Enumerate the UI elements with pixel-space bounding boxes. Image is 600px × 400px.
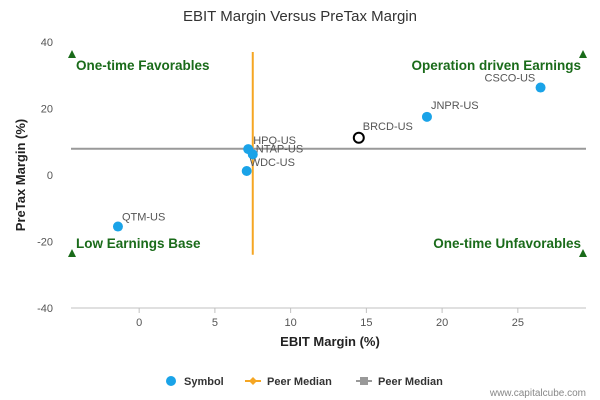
data-point [112,221,123,232]
y-tick-label: 40 [41,37,53,49]
data-point [535,82,546,93]
point-label: QTM-US [122,212,165,224]
x-tick-label: 15 [360,317,372,329]
legend-median-orange-label[interactable]: Peer Median [267,376,332,388]
point-label: BRCD-US [363,121,413,133]
quadrant-label-bottom-left: Low Earnings Base [76,236,201,251]
y-tick-label: 0 [47,170,53,182]
point-label: WDC-US [250,157,295,169]
x-axis-label: EBIT Margin (%) [280,334,380,349]
point-label: CSCO-US [485,73,536,85]
legend-median-gray-label[interactable]: Peer Median [378,376,443,388]
legend-symbol-label[interactable]: Symbol [184,376,224,388]
x-tick-label: 25 [512,317,524,329]
quadrant-marker-top-left [68,50,76,58]
x-tick-label: 20 [436,317,448,329]
y-tick-label: -20 [37,237,53,249]
data-point-highlight [352,131,365,144]
legend: Symbol Peer Median Peer Median [166,376,443,388]
point-label: HPQ-US [253,135,296,147]
y-tick-label: -40 [37,303,53,315]
data-point [247,149,258,160]
x-tick-label: 0 [136,317,142,329]
chart-title: EBIT Margin Versus PreTax Margin [183,8,417,25]
y-tick-label: 20 [41,104,53,116]
point-label: JNPR-US [431,100,479,112]
legend-symbol-marker[interactable] [166,376,176,386]
quadrant-label-top-right: Operation driven Earnings [411,58,581,73]
quadrant-label-bottom-right: One-time Unfavorables [433,236,581,251]
quadrant-marker-bottom-left [68,249,76,257]
quadrant-marker-top-right [579,50,587,58]
x-tick-label: 5 [212,317,218,329]
x-tick-label: 10 [285,317,297,329]
y-axis-label: PreTax Margin (%) [13,119,28,231]
data-point [421,111,432,122]
legend-median-orange-marker[interactable] [249,377,257,385]
quadrant-label-top-left: One-time Favorables [76,58,210,73]
credit-text: www.capitalcube.com [489,388,586,399]
quadrant-markers [68,50,587,257]
axes: 0 5 10 15 20 25 -40 -20 0 20 40 [37,37,586,329]
data-point [241,166,252,177]
point-label: NTAP-US [256,143,303,155]
legend-median-gray-marker[interactable] [360,377,368,385]
quadrant-marker-bottom-right [579,249,587,257]
